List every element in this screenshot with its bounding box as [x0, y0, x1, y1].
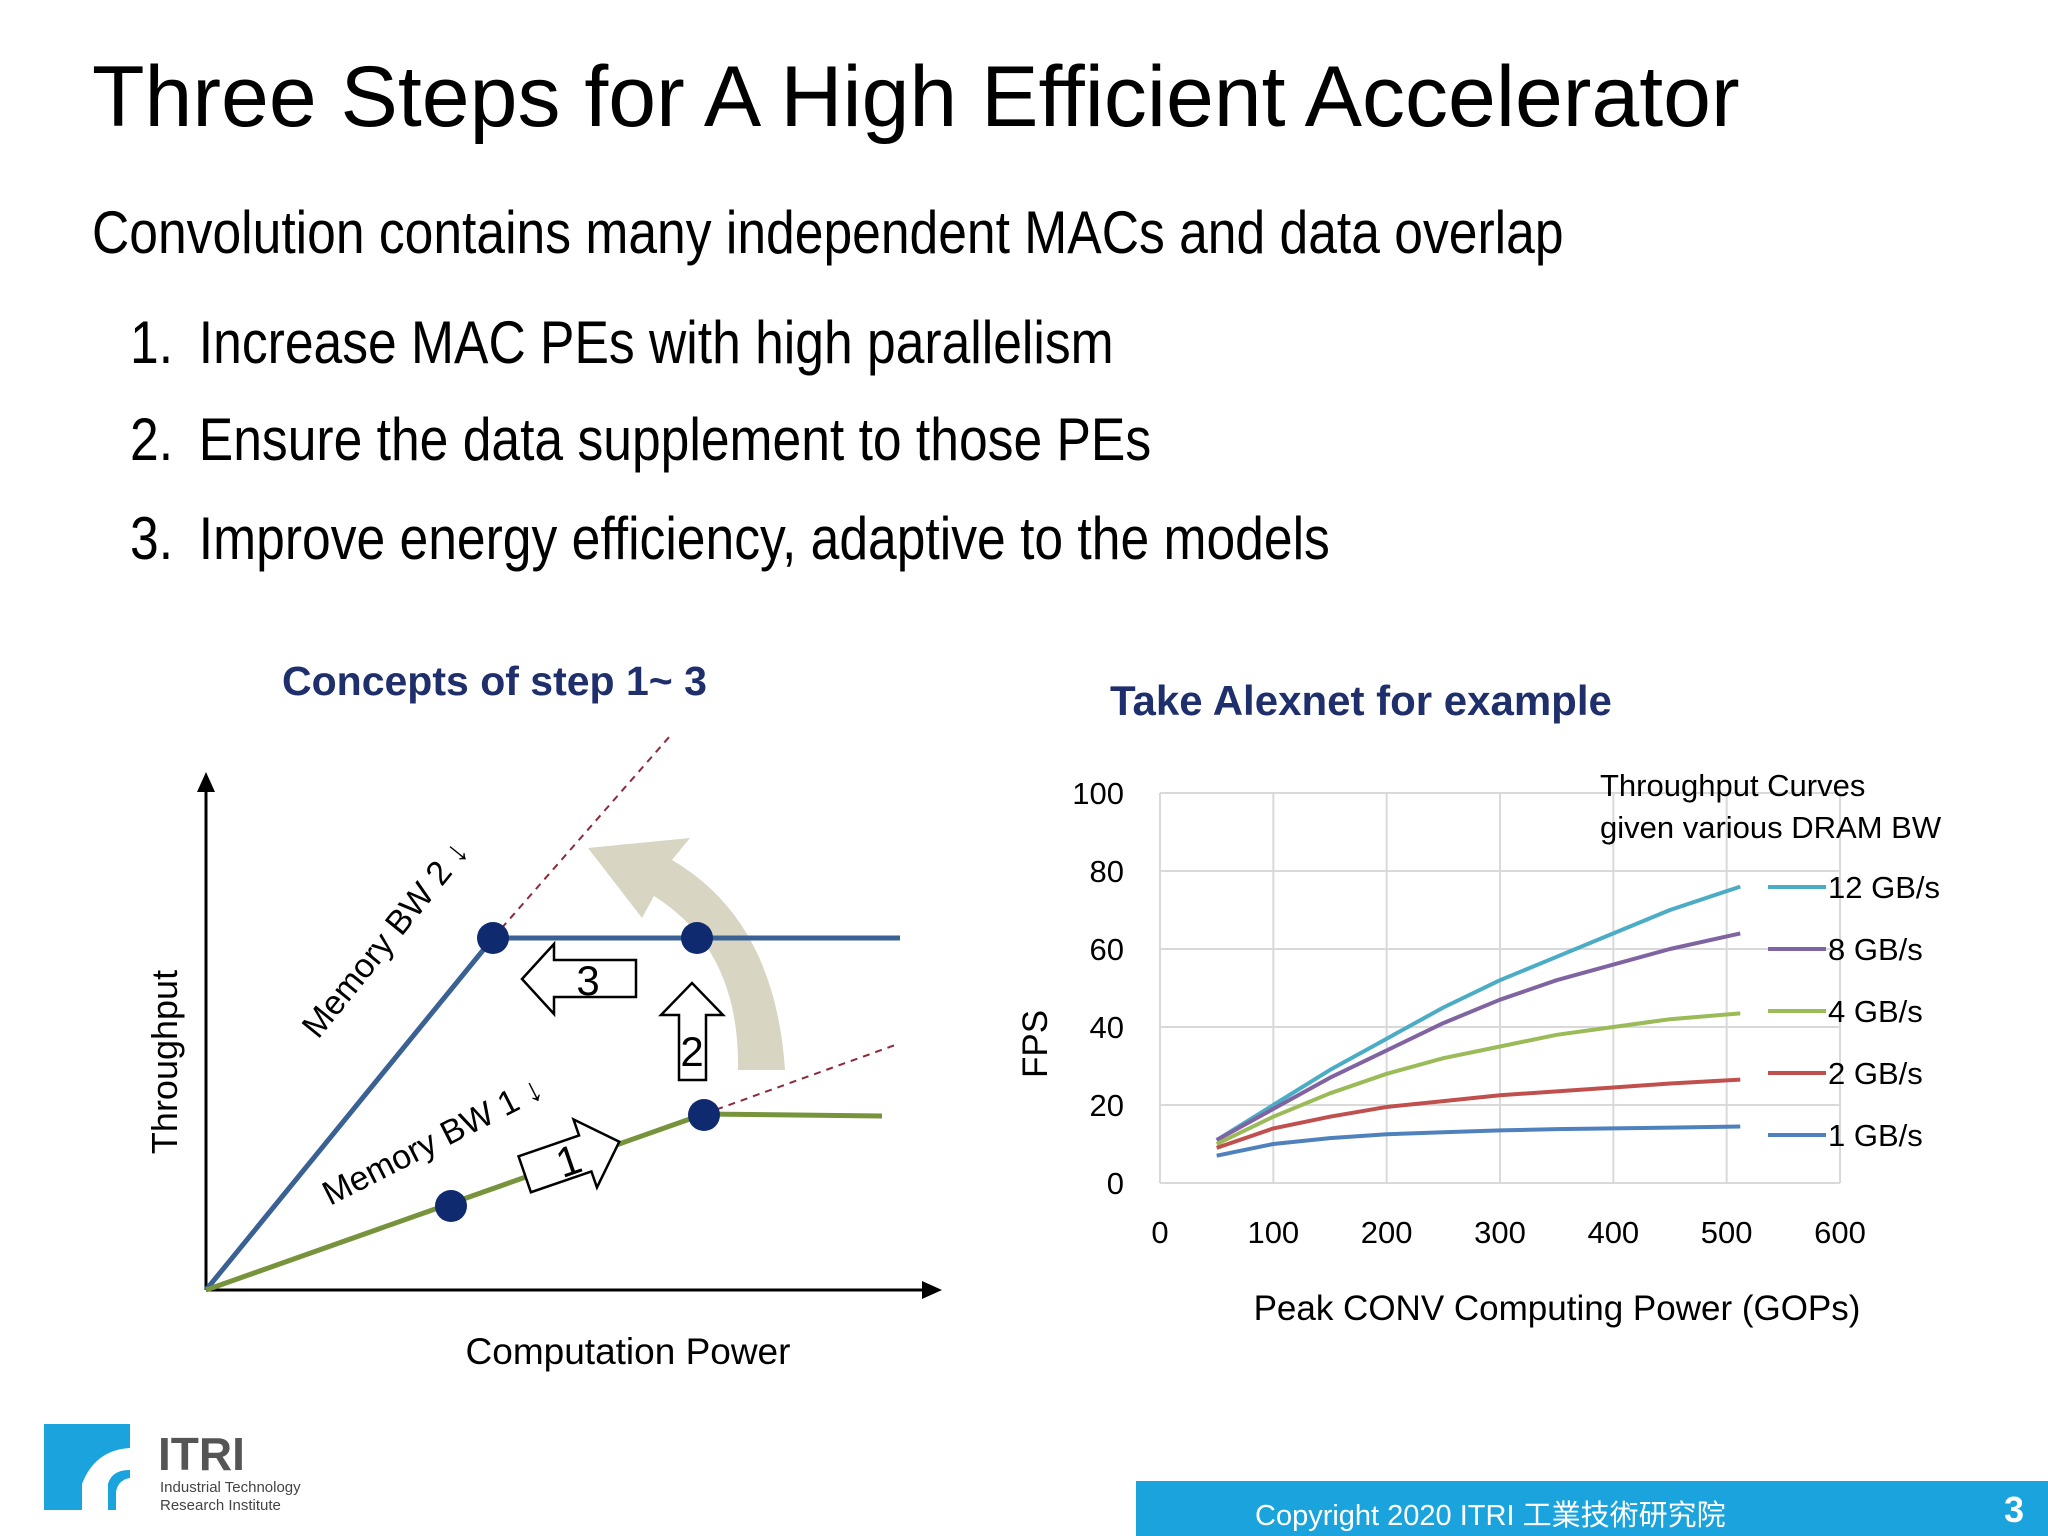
series-line	[1216, 1077, 1741, 1150]
x-tick-label: 100	[1247, 1215, 1299, 1250]
chart-series-lines	[1215, 884, 1741, 1158]
step-item-2: 2. Ensure the data supplement to those PE…	[130, 405, 1151, 474]
bw2-dashed-extension	[492, 735, 671, 939]
concept-diagram-title: Concepts of step 1~ 3	[282, 658, 707, 704]
step-text: Increase MAC PEs with high parallelism	[198, 309, 1114, 376]
throughput-axis-label: Throughput	[144, 970, 185, 1154]
y-tick-label: 60	[1090, 932, 1124, 967]
series-line	[1215, 1011, 1741, 1146]
chart-legend: 12 GB/s 8 GB/s 4 GB/s 2 GB/s 1 GB/s	[1768, 870, 1940, 1153]
y-tick-label: 0	[1107, 1166, 1124, 1201]
chart-x-axis-label: Peak CONV Computing Power (GOPs)	[1254, 1289, 1861, 1328]
chart-title-line-1: Throughput Curves	[1600, 768, 1865, 803]
step-number: 3.	[130, 505, 174, 572]
x-tick-label: 600	[1814, 1215, 1866, 1250]
alexnet-chart-heading: Take Alexnet for example	[1110, 677, 1612, 724]
y-tick-label: 20	[1090, 1088, 1124, 1123]
step-text: Improve energy efficiency, adaptive to t…	[198, 505, 1330, 572]
x-tick-label: 300	[1474, 1215, 1526, 1250]
concept-diagram: 1 2 3 Memory BW 2 ↓ Memory BW 1 ↓ Throug…	[144, 735, 942, 1372]
step-item-3: 3. Improve energy efficiency, adaptive to…	[130, 504, 1330, 573]
footer-bar	[1136, 1481, 2048, 1536]
slide-title: Three Steps for A High Efficient Acceler…	[92, 49, 1740, 145]
memory-bw1-line	[205, 1111, 883, 1293]
bw1-dashed-extension	[703, 1043, 899, 1115]
memory-bw1-label: Memory BW 1 ↓	[316, 1069, 549, 1213]
step-text: Ensure the data supplement to those PEs	[198, 406, 1152, 473]
step-number: 2.	[130, 406, 174, 473]
curved-arrow	[588, 838, 785, 1070]
legend-label: 2 GB/s	[1828, 1056, 1923, 1091]
step-number: 1.	[130, 309, 174, 376]
operating-point-dot	[681, 922, 713, 954]
step2-arrow-label: 2	[680, 1028, 703, 1075]
series-line	[1215, 931, 1741, 1142]
chart-tick-labels: 0 100 200 300 400 500 600 0 20 40 60 80 100	[1072, 776, 1866, 1250]
operating-point-dot	[477, 922, 509, 954]
itri-logo: ITRI Industrial Technology Research Inst…	[44, 1424, 301, 1514]
series-line	[1216, 1124, 1741, 1158]
step3-arrow-label: 3	[576, 957, 599, 1004]
legend-label: 12 GB/s	[1828, 870, 1940, 905]
y-tick-label: 40	[1090, 1010, 1124, 1045]
x-tick-label: 0	[1151, 1215, 1168, 1250]
x-axis-arrowhead	[922, 1281, 942, 1299]
step3-arrow: 3	[520, 940, 638, 1018]
computation-power-axis-label: Computation Power	[466, 1331, 791, 1372]
page-number: 3	[2004, 1489, 2025, 1530]
legend-label: 1 GB/s	[1828, 1118, 1923, 1153]
y-tick-label: 100	[1072, 776, 1124, 811]
x-tick-label: 400	[1587, 1215, 1639, 1250]
operating-point-dot	[435, 1190, 467, 1222]
y-tick-label: 80	[1090, 854, 1124, 889]
chart-y-axis-label: FPS	[1016, 1010, 1055, 1078]
operating-point-dot	[688, 1099, 720, 1131]
step-item-1: 1. Increase MAC PEs with high parallelism	[130, 308, 1114, 377]
step2-arrow: 2	[658, 981, 726, 1082]
slide-subtitle: Convolution contains many independent MA…	[92, 199, 1564, 266]
memory-bw2-label: Memory BW 2 ↓	[295, 833, 477, 1045]
footer-copyright: Copyright 2020 ITRI 工業技術研究院	[1255, 1500, 1726, 1532]
chart-title-line-2: given various DRAM BW	[1600, 810, 1942, 845]
logo-subtitle-2: Research Institute	[160, 1497, 281, 1514]
x-tick-label: 200	[1361, 1215, 1413, 1250]
logo-subtitle-1: Industrial Technology	[160, 1479, 301, 1496]
chart-grid	[1159, 792, 1841, 1184]
series-line	[1215, 884, 1741, 1142]
x-tick-label: 500	[1701, 1215, 1753, 1250]
legend-label: 8 GB/s	[1828, 932, 1923, 967]
step1-arrow: 1	[516, 1116, 621, 1194]
legend-label: 4 GB/s	[1828, 994, 1923, 1029]
y-axis-arrowhead	[197, 772, 215, 792]
alexnet-throughput-chart: 0 100 200 300 400 500 600 0 20 40 60 80 100 12 GB/s 8…	[1016, 768, 1942, 1328]
logo-name: ITRI	[158, 1428, 245, 1480]
